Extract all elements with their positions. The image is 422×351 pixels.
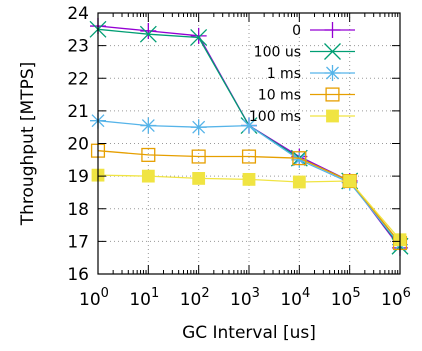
y-tick-label: 23 [67, 37, 89, 57]
data-point [324, 22, 341, 38]
y-tick-label: 24 [67, 4, 89, 24]
data-point [343, 174, 357, 188]
legend-item: 0 [292, 22, 355, 39]
data-point [324, 43, 341, 60]
legend-item: 100 us [254, 43, 355, 61]
data-point [326, 109, 339, 123]
legend-label: 100 us [254, 45, 301, 61]
x-axis-label: GC Interval [us] [182, 323, 316, 343]
x-tick-label: 103 [230, 286, 260, 310]
legend-item: 10 ms [258, 87, 355, 104]
series-100-ms [91, 168, 407, 247]
x-tick-label: 101 [129, 286, 159, 310]
x-tick-label: 106 [381, 286, 411, 310]
y-axis-label: Throughput [MTPS] [18, 62, 38, 227]
x-tick-label: 102 [180, 286, 210, 310]
y-tick-label: 20 [67, 135, 89, 155]
legend-label: 100 ms [249, 109, 301, 125]
y-tick-label: 17 [67, 232, 89, 252]
data-point [325, 87, 340, 102]
grid-lines [98, 13, 400, 274]
data-point [241, 117, 257, 134]
y-tick-label: 21 [67, 102, 89, 122]
data-point [140, 22, 157, 39]
axis-ticks: 16 17 18 19 20 21 22 23 24 100 101 102 103 104 105 106 [67, 4, 411, 310]
data-point [190, 119, 207, 136]
series-line [97, 25, 401, 249]
data-point [141, 147, 156, 162]
x-tick-label: 100 [79, 286, 109, 310]
data-point [190, 29, 208, 46]
data-point [190, 27, 207, 44]
x-tick-label: 104 [280, 286, 310, 310]
y-tick-label: 16 [67, 265, 89, 285]
y-tick-label: 19 [67, 167, 89, 187]
legend-label: 1 ms [267, 66, 301, 82]
data-point [292, 151, 307, 166]
data-point [324, 65, 341, 81]
data-point [242, 172, 256, 186]
legend-label: 0 [292, 23, 301, 39]
legend: 0 100 us 1 ms 10 ms 100 ms [249, 22, 355, 125]
y-tick-label: 18 [67, 200, 89, 220]
y-tick-label: 22 [67, 69, 89, 89]
data-point [191, 149, 206, 164]
legend-label: 10 ms [258, 88, 301, 104]
legend-item: 100 ms [249, 109, 355, 125]
series-layer [89, 18, 409, 256]
x-tick-label: 105 [331, 286, 361, 310]
data-point [192, 172, 206, 185]
legend-item: 1 ms [267, 65, 355, 82]
data-point [139, 25, 157, 43]
data-point [292, 175, 306, 189]
data-point [241, 149, 257, 164]
data-point [291, 151, 308, 168]
data-point [141, 169, 155, 183]
data-point [140, 117, 157, 134]
